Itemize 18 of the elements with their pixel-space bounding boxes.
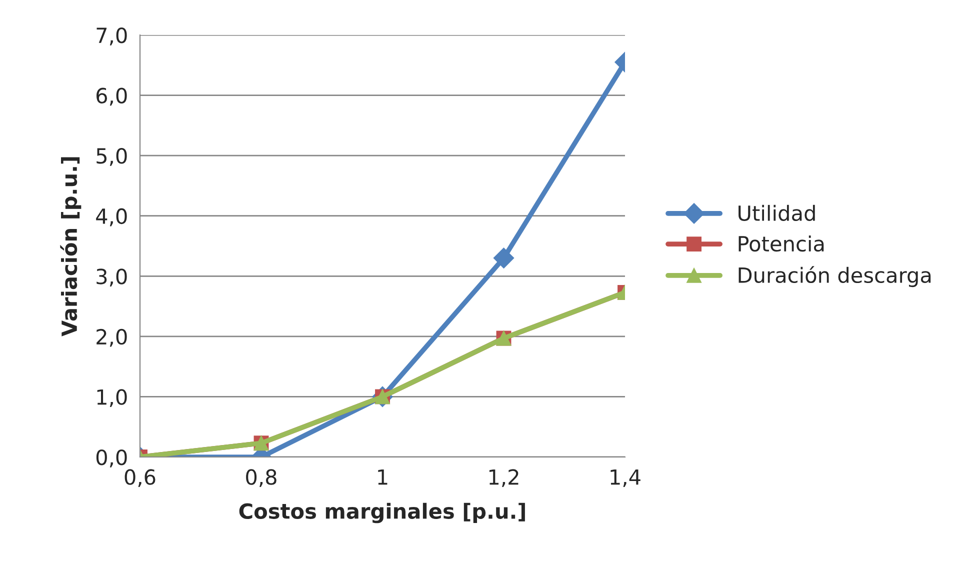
legend-label: Potencia xyxy=(738,236,824,252)
x-tick-label: 1 xyxy=(378,469,388,485)
y-axis-title: Variación [p.u.] xyxy=(60,157,82,336)
x-tick-label: 1,2 xyxy=(489,469,518,488)
y-tick-label: 7,0 xyxy=(96,27,127,46)
y-tick-label: 3,0 xyxy=(96,268,127,286)
y-tick-label: 0,0 xyxy=(96,449,127,468)
y-tick-label: 2,0 xyxy=(96,328,127,347)
x-tick-label: 0,6 xyxy=(124,469,156,488)
legend-label: Utilidad xyxy=(738,204,815,222)
x-tick-label: 1,4 xyxy=(610,469,640,488)
y-tick-label: 6,0 xyxy=(96,88,127,106)
y-tick-label: 5,0 xyxy=(96,148,127,166)
y-tick-label: 4,0 xyxy=(96,208,127,226)
x-axis-title: Costos marginales [p.u.] xyxy=(239,502,525,524)
x-tick-label: 0,8 xyxy=(246,469,276,488)
y-tick-label: 1,0 xyxy=(97,389,127,408)
legend-label: Duración descarga xyxy=(738,266,931,288)
